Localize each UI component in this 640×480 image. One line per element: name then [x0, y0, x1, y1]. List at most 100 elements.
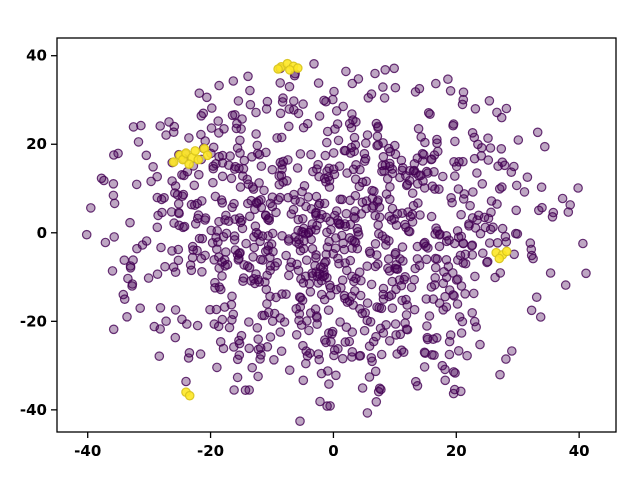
data-point: [156, 242, 166, 253]
data-point: [321, 337, 331, 348]
data-point: [218, 232, 229, 242]
data-point: [109, 232, 119, 242]
data-point: [370, 239, 381, 249]
data-point: [184, 133, 194, 143]
data-point: [170, 332, 181, 343]
data-point: [283, 270, 294, 281]
data-point: [232, 372, 243, 383]
data-point: [298, 122, 309, 133]
data-point: [235, 248, 245, 258]
data-point: [262, 270, 272, 281]
data-point: [275, 78, 285, 88]
data-point: [539, 141, 550, 152]
data-point: [230, 110, 240, 120]
data-point: [128, 122, 139, 132]
data-point: [483, 155, 494, 165]
data-point: [251, 269, 261, 279]
data-point: [413, 198, 423, 208]
data-point: [501, 354, 511, 364]
data-point: [205, 304, 215, 315]
data-point: [182, 319, 192, 329]
data-point: [430, 262, 441, 273]
data-point: [389, 63, 399, 74]
data-point: [458, 94, 469, 105]
data-point: [404, 226, 415, 237]
data-point: [468, 187, 478, 197]
data-point: [170, 181, 181, 191]
data-point: [460, 288, 470, 299]
data-point: [315, 396, 325, 407]
data-point: [414, 260, 425, 271]
data-point: [346, 142, 357, 153]
data-point: [196, 111, 207, 121]
data-point: [161, 130, 171, 140]
data-point: [311, 207, 321, 218]
data-point: [164, 117, 174, 127]
data-point: [384, 236, 394, 246]
data-point: [251, 107, 261, 118]
data-point: [251, 129, 261, 139]
data-point: [349, 132, 360, 143]
data-point: [362, 261, 372, 271]
data-point: [373, 123, 383, 133]
data-point: [291, 329, 302, 340]
data-point: [396, 155, 407, 166]
data-point: [557, 193, 568, 204]
data-point: [366, 352, 377, 363]
data-point: [314, 111, 325, 121]
data-point: [194, 169, 204, 180]
data-point: [337, 353, 348, 364]
data-point: [173, 199, 184, 209]
data-point: [432, 146, 443, 157]
data-point: [228, 76, 239, 86]
data-point: [437, 171, 448, 182]
data-point: [286, 209, 297, 219]
data-point: [235, 148, 245, 158]
data-point: [451, 161, 462, 172]
data-point: [184, 390, 195, 401]
data-point: [276, 346, 287, 356]
data-point: [190, 146, 200, 156]
data-point: [227, 291, 237, 302]
data-point: [319, 198, 330, 209]
data-point: [573, 183, 583, 193]
data-point: [289, 189, 299, 200]
data-point: [444, 349, 455, 360]
data-point: [412, 179, 423, 189]
data-point: [249, 273, 259, 284]
data-point: [263, 231, 273, 241]
data-point: [108, 324, 119, 335]
data-point: [488, 222, 498, 232]
data-point: [281, 250, 291, 261]
data-point: [374, 383, 385, 394]
data-point: [472, 168, 482, 178]
data-point: [168, 262, 179, 272]
x-tick-label: -40: [74, 442, 101, 460]
data-point: [437, 360, 448, 371]
data-point: [300, 358, 311, 369]
data-point: [445, 86, 456, 96]
data-point: [304, 325, 314, 336]
data-point: [293, 265, 304, 276]
data-point: [217, 198, 228, 208]
data-point: [290, 195, 300, 205]
data-point: [190, 219, 201, 229]
data-point: [184, 159, 194, 169]
data-point: [377, 160, 388, 171]
data-point: [263, 245, 273, 255]
data-point: [353, 74, 364, 84]
axes-spines: [56, 37, 617, 433]
data-point: [473, 139, 483, 150]
data-point: [302, 316, 312, 326]
data-point: [159, 193, 169, 203]
data-point: [496, 144, 507, 154]
data-point: [526, 250, 537, 261]
data-point: [245, 211, 255, 222]
data-point: [548, 207, 559, 218]
data-point: [526, 305, 537, 316]
data-point: [217, 271, 227, 281]
data-point: [275, 157, 286, 168]
data-point: [298, 243, 309, 254]
data-point: [511, 180, 522, 191]
data-point: [410, 87, 421, 97]
